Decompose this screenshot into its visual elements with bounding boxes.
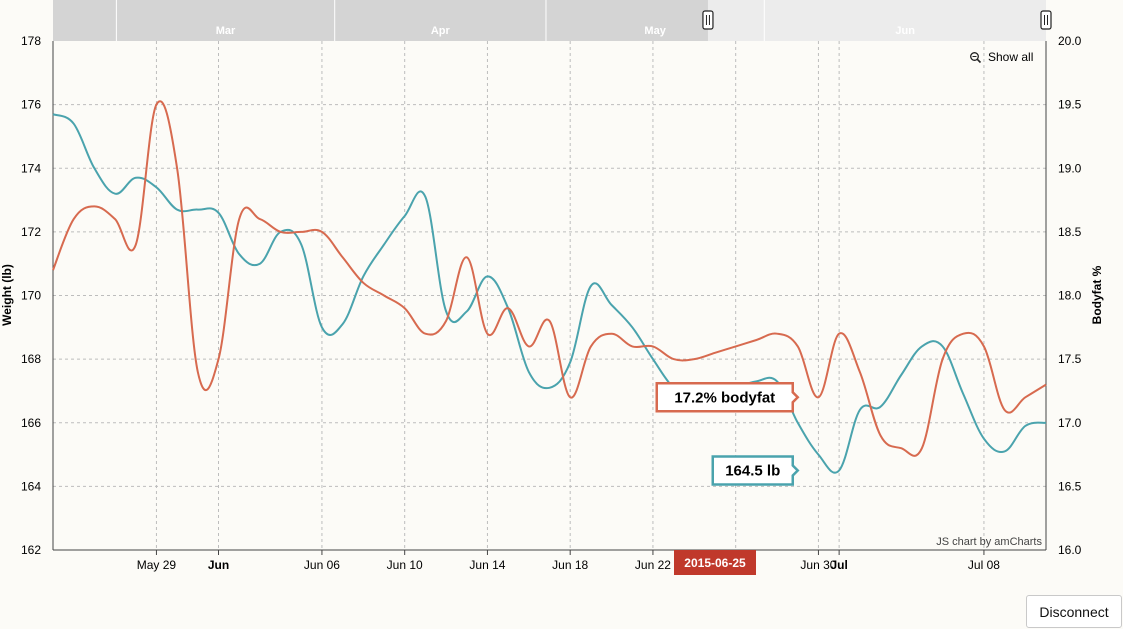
- grid-lines: [53, 41, 1046, 550]
- cursor-date-label: 2015-06-25: [684, 556, 746, 570]
- disconnect-button[interactable]: Disconnect: [1026, 595, 1122, 628]
- y-right-tick-label: 19.5: [1058, 98, 1082, 112]
- cursor-date-background: [674, 550, 756, 575]
- scrollbar-right-handle[interactable]: [1040, 10, 1052, 30]
- balloon-box: [655, 382, 800, 413]
- y-left-tick-label: 172: [21, 225, 41, 239]
- scrollbar-month-label: Apr: [431, 25, 451, 37]
- y-left-tick-label: 162: [21, 543, 41, 557]
- left-axis-title: Weight (lb): [0, 264, 14, 326]
- balloon-text: 17.2% bodyfat: [674, 389, 775, 406]
- x-tick-label: Jul: [830, 558, 847, 572]
- right-axis-title: Bodyfat %: [1090, 265, 1104, 324]
- grip-handle-icon[interactable]: [1040, 10, 1052, 30]
- x-tick-label: Jun 18: [552, 558, 588, 572]
- scrollbar-month-label: Mar: [216, 25, 236, 37]
- y-left-tick-label: 170: [21, 289, 41, 303]
- y-right-tick-label: 20.0: [1058, 34, 1082, 48]
- x-tick-label: May 29: [137, 558, 177, 572]
- zoom-out-icon: [970, 52, 982, 64]
- x-tick-label: Jun 14: [469, 558, 505, 572]
- y-right-tick-label: 17.0: [1058, 416, 1082, 430]
- y-left-tick-label: 174: [21, 161, 41, 175]
- y-right-tick-label: 19.0: [1058, 161, 1082, 175]
- y-left-tick-label: 178: [21, 34, 41, 48]
- y-right-tick-label: 18.0: [1058, 289, 1082, 303]
- weight-series-line: [52, 113, 1047, 474]
- y-left-tick-label: 168: [21, 352, 41, 366]
- x-tick-label: Jun: [208, 558, 229, 572]
- right-axis-ticks: 16.0 16.5 17.0 17.5 18.0 18.5 19.0 19.5 20.0: [1058, 34, 1082, 557]
- x-tick-label: Jun 06: [304, 558, 340, 572]
- amcharts-credit[interactable]: JS chart by amCharts: [936, 536, 1042, 548]
- weight-balloon: 164.5 lb: [711, 455, 800, 486]
- balloon-box: [711, 455, 800, 486]
- scrollbar-left-handle[interactable]: [702, 10, 714, 30]
- grip-handle-icon[interactable]: [702, 10, 714, 30]
- show-all-button[interactable]: Show all: [970, 50, 1034, 64]
- y-right-tick-label: 16.5: [1058, 479, 1082, 493]
- y-left-tick-label: 164: [21, 479, 41, 493]
- y-left-tick-label: 176: [21, 98, 41, 112]
- x-axis-ticks: May 29 Jun Jun 06 Jun 10 Jun 14 Jun 18 Jun 22 J…: [137, 550, 1000, 572]
- y-right-tick-label: 18.5: [1058, 225, 1082, 239]
- y-right-tick-label: 16.0: [1058, 543, 1082, 557]
- show-all-label[interactable]: Show all: [988, 50, 1033, 64]
- x-tick-label: Jun 10: [387, 558, 423, 572]
- scrollbar-selection[interactable]: [707, 0, 1046, 41]
- chart-scrollbar[interactable]: Mar Apr May Jun: [53, 0, 1052, 41]
- x-tick-label: Jun 30: [800, 558, 836, 572]
- x-tick-label: Jun 22: [635, 558, 671, 572]
- y-left-tick-label: 166: [21, 416, 41, 430]
- series-lines: [52, 100, 1047, 474]
- bodyfat-balloon: 17.2% bodyfat: [655, 382, 800, 413]
- scrollbar-month-label: Jun: [895, 25, 915, 37]
- y-right-tick-label: 17.5: [1058, 352, 1082, 366]
- balloon-text: 164.5 lb: [725, 462, 780, 479]
- bodyfat-series-line: [52, 100, 1047, 457]
- chart-cursor: 2015-06-25: [674, 550, 756, 575]
- plot-area[interactable]: [53, 41, 1046, 550]
- scrollbar-month-label: May: [644, 25, 666, 37]
- chart-balloons: 17.2% bodyfat 164.5 lb: [655, 382, 800, 486]
- left-axis-ticks: 162 164 166 168 170 172 174 176 178: [21, 34, 41, 557]
- x-tick-label: Jul 08: [968, 558, 1000, 572]
